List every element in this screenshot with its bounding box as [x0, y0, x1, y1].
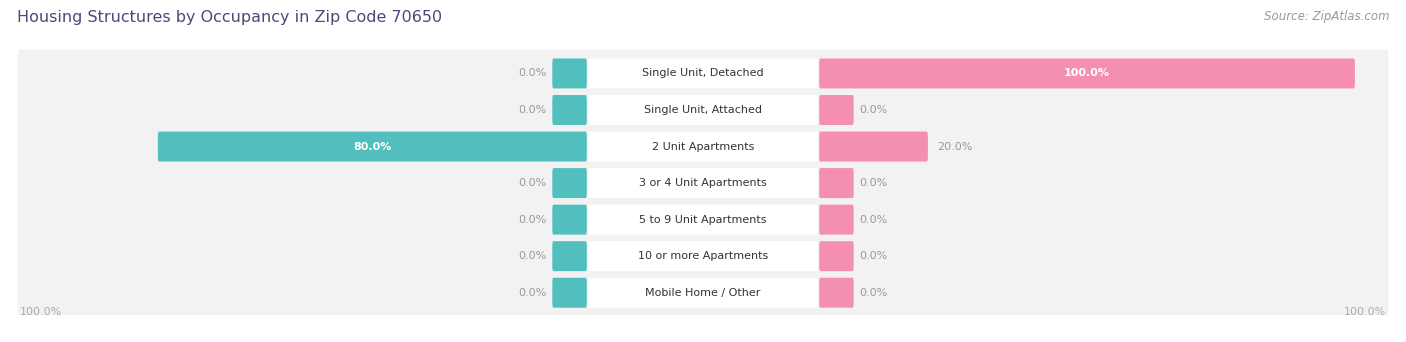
- FancyBboxPatch shape: [588, 205, 818, 235]
- FancyBboxPatch shape: [553, 241, 586, 271]
- Text: 0.0%: 0.0%: [519, 178, 547, 188]
- Text: 0.0%: 0.0%: [859, 105, 887, 115]
- Text: 0.0%: 0.0%: [859, 288, 887, 298]
- Text: 10 or more Apartments: 10 or more Apartments: [638, 251, 768, 261]
- FancyBboxPatch shape: [588, 95, 818, 125]
- FancyBboxPatch shape: [588, 168, 818, 198]
- Text: Source: ZipAtlas.com: Source: ZipAtlas.com: [1264, 10, 1389, 23]
- FancyBboxPatch shape: [18, 232, 1389, 280]
- FancyBboxPatch shape: [18, 122, 1389, 171]
- FancyBboxPatch shape: [588, 278, 818, 308]
- Text: 100.0%: 100.0%: [1344, 307, 1386, 317]
- Text: 0.0%: 0.0%: [519, 251, 547, 261]
- FancyBboxPatch shape: [18, 49, 1389, 97]
- FancyBboxPatch shape: [820, 241, 853, 271]
- Text: 100.0%: 100.0%: [20, 307, 62, 317]
- FancyBboxPatch shape: [553, 58, 586, 89]
- FancyBboxPatch shape: [157, 132, 586, 161]
- FancyBboxPatch shape: [820, 132, 928, 161]
- FancyBboxPatch shape: [18, 196, 1389, 244]
- FancyBboxPatch shape: [820, 278, 853, 308]
- FancyBboxPatch shape: [18, 268, 1389, 317]
- Text: 0.0%: 0.0%: [859, 215, 887, 225]
- Text: 0.0%: 0.0%: [519, 288, 547, 298]
- Text: 2 Unit Apartments: 2 Unit Apartments: [652, 142, 754, 152]
- Text: 0.0%: 0.0%: [859, 251, 887, 261]
- FancyBboxPatch shape: [18, 159, 1389, 207]
- FancyBboxPatch shape: [553, 205, 586, 235]
- Text: 0.0%: 0.0%: [859, 178, 887, 188]
- Text: 0.0%: 0.0%: [519, 68, 547, 78]
- FancyBboxPatch shape: [588, 241, 818, 271]
- Text: Single Unit, Detached: Single Unit, Detached: [643, 68, 763, 78]
- Text: 5 to 9 Unit Apartments: 5 to 9 Unit Apartments: [640, 215, 766, 225]
- FancyBboxPatch shape: [18, 86, 1389, 134]
- Text: 80.0%: 80.0%: [353, 142, 391, 152]
- FancyBboxPatch shape: [553, 278, 586, 308]
- FancyBboxPatch shape: [553, 95, 586, 125]
- FancyBboxPatch shape: [820, 205, 853, 235]
- FancyBboxPatch shape: [820, 168, 853, 198]
- Text: Mobile Home / Other: Mobile Home / Other: [645, 288, 761, 298]
- Text: 0.0%: 0.0%: [519, 215, 547, 225]
- FancyBboxPatch shape: [820, 58, 1355, 89]
- FancyBboxPatch shape: [588, 58, 818, 89]
- Text: 3 or 4 Unit Apartments: 3 or 4 Unit Apartments: [640, 178, 766, 188]
- Text: 0.0%: 0.0%: [519, 105, 547, 115]
- Text: 20.0%: 20.0%: [936, 142, 972, 152]
- Text: Housing Structures by Occupancy in Zip Code 70650: Housing Structures by Occupancy in Zip C…: [17, 10, 441, 25]
- Text: Single Unit, Attached: Single Unit, Attached: [644, 105, 762, 115]
- FancyBboxPatch shape: [588, 132, 818, 161]
- FancyBboxPatch shape: [820, 95, 853, 125]
- FancyBboxPatch shape: [553, 168, 586, 198]
- Text: 100.0%: 100.0%: [1064, 68, 1111, 78]
